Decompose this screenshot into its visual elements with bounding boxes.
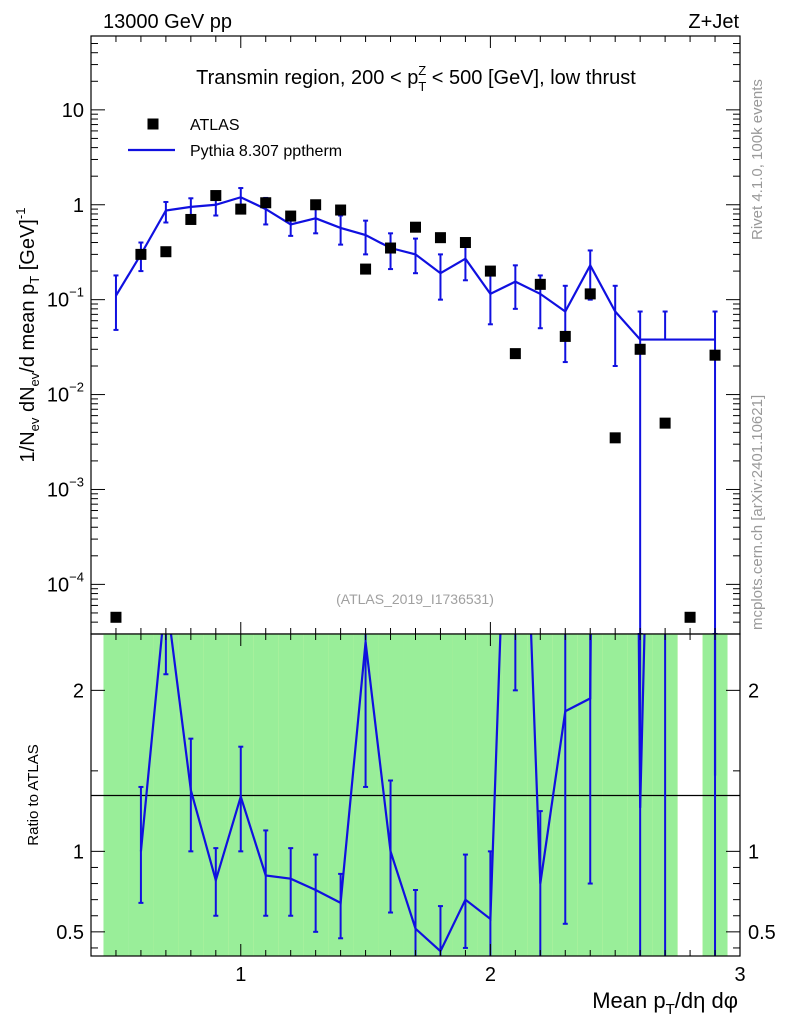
atlas-data-point (285, 210, 297, 222)
atlas-data-point (110, 611, 122, 623)
atlas-data-point (210, 190, 222, 202)
ratio-data-layer (138, 634, 717, 956)
atlas-data-point (434, 232, 446, 244)
atlas-data-point (160, 246, 172, 258)
atlas-data-point (509, 348, 521, 360)
header-right: Z+Jet (688, 11, 739, 33)
main-y-axis-label: 1/Nev dNev/d mean pT [GeV]-1 (13, 208, 42, 463)
main-data-layer (110, 187, 721, 634)
ratio-panel: 1 2 30.5 0.51 12 2 Ratio to ATLAS Mean pT/dη … (25, 633, 776, 1018)
ratio-axes: 1 2 30.5 0.51 12 2 (56, 634, 776, 986)
mcplots-label: mcplots.cern.ch [arXiv:2401.10621] (749, 395, 766, 630)
header-left: 13000 GeV pp (103, 11, 232, 33)
atlas-data-point (684, 611, 696, 623)
chart-title: Transmin region, 200 < pTZ < 500 [GeV], … (196, 63, 636, 94)
ratio-y-axis-label: Ratio to ATLAS (25, 744, 42, 845)
atlas-data-point (609, 432, 621, 444)
analysis-watermark: (ATLAS_2019_I1736531) (336, 591, 494, 607)
atlas-data-point (709, 349, 721, 361)
legend-label-atlas: ATLAS (190, 117, 240, 134)
atlas-data-point (185, 213, 197, 225)
main-y-tick-label: 10−1 (47, 285, 84, 312)
ratio-y-tick-label-right: 1 (748, 841, 759, 863)
main-y-tick-label: 10−2 (47, 380, 84, 407)
main-y-tick-label: 1 (73, 195, 84, 217)
atlas-data-point (484, 265, 496, 277)
legend-label-mc: Pythia 8.307 pptherm (190, 143, 342, 160)
atlas-data-point (360, 263, 372, 275)
main-y-tick-label: 10 (62, 100, 84, 122)
x-tick-label: 1 (235, 964, 246, 986)
atlas-data-point (659, 417, 671, 429)
main-y-tick-label: 10−4 (47, 569, 84, 596)
main-panel: 10−4 10−3 10−2 10−1 1 10 Transmin region, 200… (13, 35, 741, 635)
ratio-y-tick-label-right: 0.5 (748, 922, 776, 944)
main-y-tick-label: 10−3 (47, 474, 84, 501)
x-axis-label: Mean pT/dη dφ (592, 988, 738, 1018)
ratio-series-line (139, 634, 717, 953)
atlas-data-point (584, 288, 596, 300)
atlas-data-point (559, 330, 571, 342)
atlas-data-point (235, 203, 247, 215)
x-tick-label: 2 (485, 964, 496, 986)
atlas-data-point (260, 197, 272, 209)
ratio-y-tick-label-right: 2 (748, 680, 759, 702)
legend: ATLAS Pythia 8.307 pptherm (128, 117, 342, 160)
atlas-data-point (335, 204, 347, 216)
ratio-y-tick-label: 0.5 (56, 922, 84, 944)
main-frame (90, 35, 741, 635)
atlas-data-point (385, 242, 397, 254)
atlas-data-point (459, 237, 471, 249)
legend-marker-atlas (147, 118, 159, 130)
atlas-data-point (634, 343, 646, 355)
ratio-y-tick-label: 1 (73, 841, 84, 863)
atlas-data-point (310, 199, 322, 211)
atlas-data-point (534, 278, 546, 290)
atlas-data-point (410, 221, 421, 233)
rivet-version-label: Rivet 4.1.0, 100k events (749, 79, 766, 240)
main-axes: 10−4 10−3 10−2 10−1 1 10 (47, 35, 741, 635)
x-tick-label: 3 (734, 964, 745, 986)
ratio-y-tick-label: 2 (73, 680, 84, 702)
atlas-data-point (135, 248, 147, 260)
